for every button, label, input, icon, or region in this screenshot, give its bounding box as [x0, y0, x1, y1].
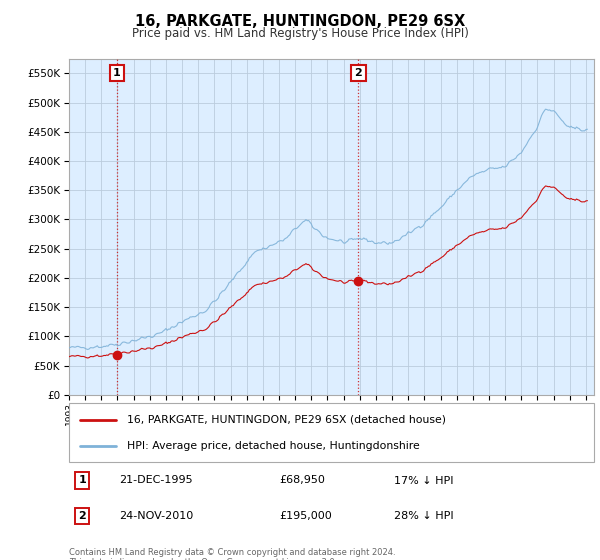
Text: 24-NOV-2010: 24-NOV-2010: [119, 511, 193, 521]
Text: 2: 2: [355, 68, 362, 78]
Text: 1: 1: [113, 68, 121, 78]
Text: 16, PARKGATE, HUNTINGDON, PE29 6SX: 16, PARKGATE, HUNTINGDON, PE29 6SX: [135, 14, 465, 29]
Text: 1: 1: [78, 475, 86, 486]
Text: 21-DEC-1995: 21-DEC-1995: [119, 475, 193, 486]
Text: 2: 2: [78, 511, 86, 521]
Text: 16, PARKGATE, HUNTINGDON, PE29 6SX (detached house): 16, PARKGATE, HUNTINGDON, PE29 6SX (deta…: [127, 414, 446, 424]
Text: Contains HM Land Registry data © Crown copyright and database right 2024.
This d: Contains HM Land Registry data © Crown c…: [69, 548, 395, 560]
Text: Price paid vs. HM Land Registry's House Price Index (HPI): Price paid vs. HM Land Registry's House …: [131, 27, 469, 40]
Text: £68,950: £68,950: [279, 475, 325, 486]
Text: 17% ↓ HPI: 17% ↓ HPI: [395, 475, 454, 486]
Text: HPI: Average price, detached house, Huntingdonshire: HPI: Average price, detached house, Hunt…: [127, 441, 419, 451]
Text: £195,000: £195,000: [279, 511, 332, 521]
Text: 28% ↓ HPI: 28% ↓ HPI: [395, 511, 454, 521]
